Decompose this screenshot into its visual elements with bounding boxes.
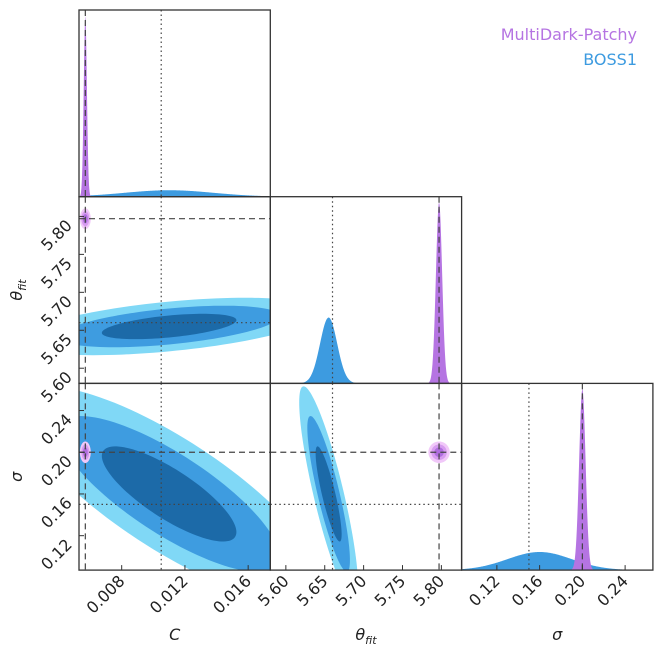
- marginal-density: [79, 16, 93, 197]
- panel: [79, 10, 271, 197]
- axis-label: θfit: [7, 279, 29, 301]
- x-tick-label: 0.016: [209, 571, 255, 617]
- axis-label: C: [169, 625, 181, 644]
- x-tick-label: 0.008: [83, 571, 129, 617]
- contour: [101, 313, 237, 340]
- panel: [79, 196, 271, 384]
- y-tick-label: 0.20: [37, 452, 76, 491]
- x-tick-label: 0.012: [146, 571, 192, 617]
- axis-label: θfit: [355, 625, 377, 647]
- axis-label: σ: [552, 625, 563, 644]
- panel-frame: [78, 196, 271, 385]
- axis-label-symbol: σ: [552, 625, 563, 644]
- y-tick-label: 5.70: [37, 292, 76, 331]
- y-tick-label: 0.12: [37, 535, 76, 574]
- panel: [291, 196, 454, 384]
- panel: [270, 383, 462, 571]
- y-tick-label: 0.24: [37, 410, 76, 449]
- legend-entry: MultiDark-Patchy: [501, 25, 637, 44]
- contour: [434, 447, 444, 457]
- contour: [101, 446, 237, 542]
- axis-label-subscript: fit: [365, 634, 377, 647]
- x-tick-label: 0.24: [593, 571, 632, 610]
- x-tick-label: 5.70: [332, 571, 371, 610]
- y-tick-label: 5.75: [37, 254, 76, 293]
- axis-label-subscript: fit: [16, 279, 29, 291]
- y-tick-label: 5.60: [37, 368, 76, 407]
- x-tick-label: 0.12: [465, 571, 504, 610]
- axis-label-symbol: σ: [7, 471, 26, 482]
- x-tick-label: 5.65: [293, 571, 332, 610]
- y-tick-label: 5.80: [37, 216, 76, 255]
- contour: [82, 447, 88, 457]
- panel-frame: [269, 382, 463, 571]
- x-tick-label: 5.80: [410, 571, 449, 610]
- marginal-density: [79, 190, 271, 197]
- legend-entry: BOSS1: [583, 50, 637, 69]
- marginal-density: [461, 551, 653, 571]
- marginal-density: [424, 202, 454, 384]
- panel-frame: [78, 9, 271, 198]
- y-tick-label: 0.16: [37, 493, 76, 532]
- y-tick-label: 5.65: [37, 330, 76, 369]
- axis-label-symbol: θ: [355, 625, 365, 644]
- marginal-density: [567, 389, 598, 571]
- panel-frame: [269, 196, 463, 385]
- x-tick-label: 0.20: [551, 571, 590, 610]
- panel: [461, 383, 653, 571]
- axis-label: σ: [7, 471, 26, 482]
- x-tick-label: 5.60: [254, 571, 293, 610]
- panel-frame: [460, 382, 654, 571]
- panel: [79, 383, 271, 571]
- contour: [315, 446, 342, 542]
- x-tick-label: 5.75: [371, 571, 410, 610]
- axis-label-symbol: θ: [7, 291, 26, 301]
- marginal-density: [291, 317, 366, 384]
- x-tick-label: 0.16: [508, 571, 547, 610]
- axis-label-symbol: C: [169, 625, 181, 644]
